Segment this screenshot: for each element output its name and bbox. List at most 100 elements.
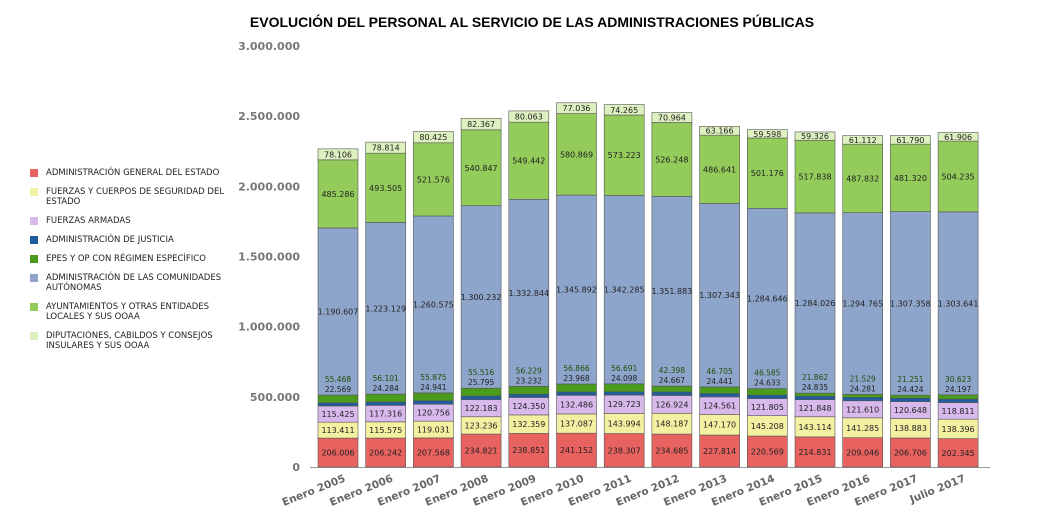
chart-title: EVOLUCIÓN DEL PERSONAL AL SERVICIO DE LA… — [249, 14, 815, 30]
bar-segment — [508, 198, 550, 387]
data-label: 1.345.892 — [556, 286, 597, 295]
bar-segment — [794, 395, 836, 400]
data-label: 121.805 — [751, 403, 784, 412]
data-label: 521.576 — [417, 175, 450, 184]
data-label: 504.235 — [942, 172, 975, 181]
data-label: 501.176 — [751, 169, 784, 178]
y-tick-label: 0 — [292, 461, 300, 474]
bar-segment — [937, 398, 979, 403]
bar-segment — [651, 433, 693, 468]
data-label: 82.367 — [467, 120, 495, 129]
bar-segment — [746, 435, 788, 468]
data-label: 115.575 — [369, 426, 402, 435]
legend-swatch — [30, 332, 38, 340]
bar-segment — [508, 393, 550, 398]
bar-segment — [413, 142, 454, 217]
bar-segment — [317, 148, 359, 161]
bar-segment — [890, 143, 931, 212]
bar-segment — [460, 117, 502, 131]
data-label: 24.667 — [659, 376, 685, 385]
y-tick-label: 500.000 — [250, 391, 300, 404]
bar-segment — [365, 401, 407, 406]
data-label: 24.441 — [706, 377, 732, 386]
bar-segment — [413, 215, 454, 394]
bar-segment — [603, 114, 645, 196]
bar-segment — [413, 400, 454, 405]
data-label: 80.425 — [419, 133, 447, 142]
data-label: 1.294.765 — [842, 299, 883, 308]
data-label: 21.251 — [897, 375, 923, 384]
bar-segment — [890, 211, 931, 396]
bar-segment — [746, 129, 788, 139]
bar-segment — [317, 159, 359, 229]
data-label: 118.811 — [942, 407, 975, 416]
data-label: 227.814 — [703, 447, 736, 456]
data-label: 202.345 — [942, 449, 975, 458]
legend-swatch — [30, 236, 38, 244]
bar-segment — [603, 383, 645, 393]
bar-segment — [317, 227, 359, 396]
bar-segment — [794, 212, 836, 394]
data-label: 1.307.358 — [890, 299, 931, 308]
data-label: 132.359 — [512, 420, 545, 429]
data-label: 238.851 — [512, 446, 545, 455]
y-tick-label: 1.500.000 — [238, 251, 300, 264]
data-label: 207.568 — [417, 448, 450, 457]
data-label: 55.516 — [468, 368, 494, 377]
legend-item: Ayuntamientos y otras Entidades Locales … — [30, 302, 230, 322]
bar-segment — [365, 222, 407, 395]
data-label: 74.265 — [610, 106, 638, 115]
data-label: 206.242 — [369, 449, 402, 458]
data-label: 580.869 — [560, 150, 593, 159]
bar-segment — [937, 394, 979, 400]
data-label: 61.112 — [849, 136, 877, 145]
legend-label: Fuerzas Armadas — [46, 216, 131, 226]
data-label: 573.223 — [608, 151, 641, 160]
bar-segment — [842, 212, 884, 395]
data-label: 24.633 — [754, 379, 780, 388]
data-label: 56.866 — [563, 364, 589, 373]
data-label: 1.223.129 — [365, 304, 406, 313]
bar-segment — [699, 134, 740, 204]
bar-segment — [413, 392, 454, 402]
legend-label: Ayuntamientos y otras Entidades Locales … — [46, 302, 210, 322]
data-label: 540.847 — [465, 164, 498, 173]
bar-segment — [651, 385, 693, 393]
data-label: 56.101 — [373, 374, 399, 383]
bar-segment — [699, 386, 740, 394]
data-label: 42.398 — [659, 366, 685, 375]
data-label: 1.351.883 — [652, 287, 693, 296]
data-label: 124.561 — [703, 402, 736, 411]
bar-segment — [603, 195, 645, 385]
legend-swatch — [30, 255, 38, 263]
bar-segment — [556, 391, 597, 396]
y-tick-label: 3.000.000 — [238, 40, 300, 53]
data-label: 21.862 — [802, 373, 828, 382]
bar-segment — [508, 110, 550, 123]
data-label: 124.350 — [512, 402, 545, 411]
data-label: 147.170 — [703, 421, 736, 430]
data-label: 1.303.641 — [938, 299, 979, 308]
data-label: 24.835 — [802, 383, 828, 392]
bar-segment — [937, 211, 979, 396]
legend-label: Administración de Justicia — [46, 235, 174, 245]
data-label: 206.706 — [894, 448, 927, 457]
data-label: 61.790 — [896, 136, 924, 145]
legend-swatch — [30, 274, 38, 282]
bar-segment — [937, 438, 979, 468]
data-label: 1.284.026 — [795, 299, 836, 308]
legend-swatch — [30, 303, 38, 311]
bar-segment — [603, 433, 645, 468]
data-label: 148.187 — [655, 420, 688, 429]
data-label: 1.342.285 — [604, 286, 645, 295]
data-label: 23.968 — [563, 374, 589, 383]
data-label: 22.569 — [325, 385, 351, 394]
data-label: 70.964 — [658, 114, 686, 123]
data-label: 1.307.343 — [699, 291, 740, 300]
legend-swatch — [30, 217, 38, 225]
bar-segment — [746, 137, 788, 209]
bar-segment — [937, 132, 979, 142]
data-label: 145.208 — [751, 422, 784, 431]
data-label: 1.284.646 — [747, 294, 788, 303]
data-label: 24.098 — [611, 374, 637, 383]
